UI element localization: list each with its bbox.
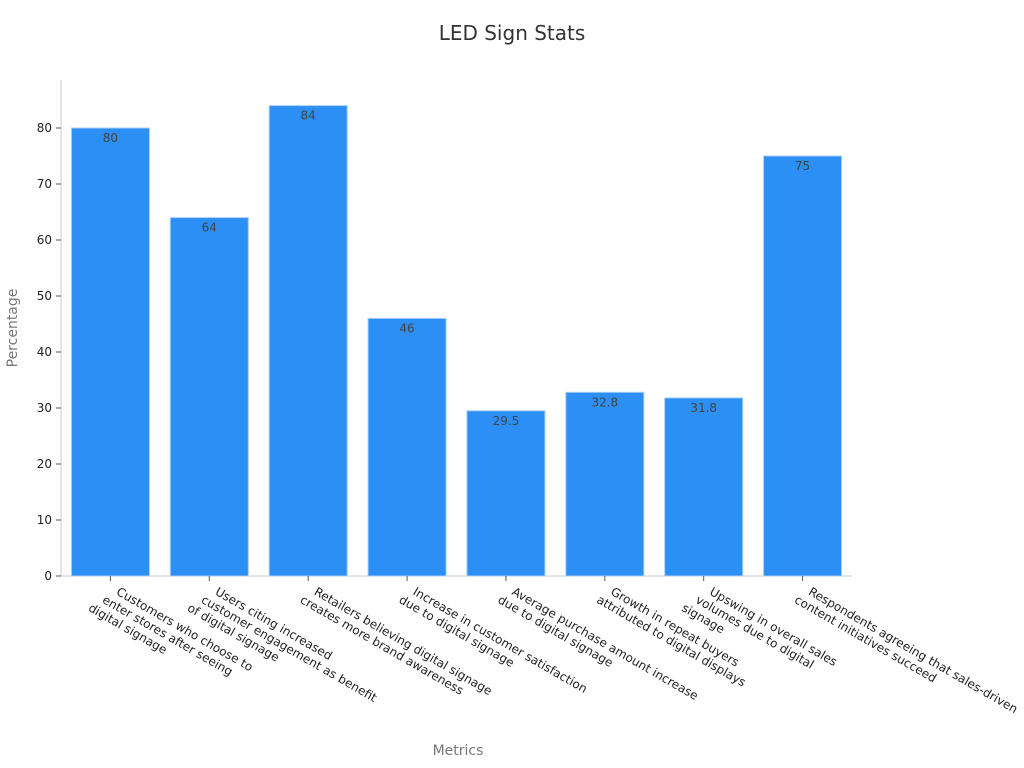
bar-value-label: 46: [399, 321, 414, 335]
bar-value-label: 32.8: [591, 395, 618, 409]
bar-value-label: 31.8: [690, 401, 717, 415]
bar: [565, 391, 645, 577]
y-axis-title: Percentage: [5, 289, 21, 368]
y-tick-label: 70: [37, 177, 52, 191]
y-tick-label: 40: [37, 345, 52, 359]
bar: [466, 410, 546, 577]
bar: [763, 155, 843, 577]
bar: [664, 397, 744, 577]
bar: [268, 105, 348, 577]
x-axis-ticks: Customers who choose toenter stores afte…: [86, 576, 1020, 716]
x-category-label: Increase in customer satisfactiondue to …: [397, 580, 590, 708]
bar-value-label: 75: [795, 159, 810, 173]
bar-value-label: 64: [202, 221, 217, 235]
data-labels-group: 80 64 84 46 29.5 32.8 31.8 75: [103, 109, 810, 428]
y-tick-label: 60: [37, 233, 52, 247]
y-tick-label: 50: [37, 289, 52, 303]
chart-title: LED Sign Stats: [439, 21, 586, 45]
bars-group: [70, 105, 843, 577]
bar-value-label: 29.5: [493, 414, 520, 428]
bar-value-label: 80: [103, 131, 118, 145]
x-category-label: Retailers believing digital signagecreat…: [298, 580, 495, 710]
bar: [169, 217, 249, 577]
y-axis-ticks: 0 10 20 30 40 50 60 70 80: [37, 121, 61, 583]
bar: [70, 127, 150, 577]
x-category-label-line: content initiatives succeed: [792, 593, 939, 686]
y-tick-label: 20: [37, 457, 52, 471]
y-tick-label: 0: [44, 569, 52, 583]
x-category-label-line: Respondents agreeing that sales-driven: [806, 584, 1020, 716]
y-tick-label: 30: [37, 401, 52, 415]
bar: [367, 317, 447, 577]
bar-value-label: 84: [301, 109, 316, 123]
y-tick-label: 80: [37, 121, 52, 135]
x-axis-title: Metrics: [433, 743, 484, 759]
y-tick-label: 10: [37, 513, 52, 527]
